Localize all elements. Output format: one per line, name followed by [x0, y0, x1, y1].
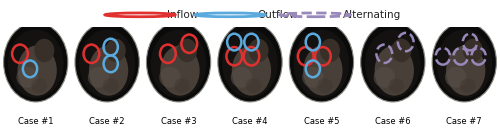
Text: Case #1: Case #1 — [18, 117, 54, 126]
Text: Case #6: Case #6 — [375, 117, 410, 126]
Text: Case #2: Case #2 — [90, 117, 125, 126]
Ellipse shape — [294, 30, 350, 98]
Ellipse shape — [88, 67, 110, 88]
Text: Case #5: Case #5 — [304, 117, 339, 126]
Text: Case #3: Case #3 — [161, 117, 196, 126]
Ellipse shape — [246, 78, 262, 93]
Ellipse shape — [392, 39, 411, 62]
Ellipse shape — [218, 22, 282, 102]
Ellipse shape — [150, 30, 206, 98]
Ellipse shape — [232, 45, 271, 96]
Ellipse shape — [177, 39, 197, 62]
Ellipse shape — [174, 78, 190, 93]
Ellipse shape — [360, 22, 425, 102]
Text: Inflow: Inflow — [168, 10, 199, 20]
Ellipse shape — [436, 30, 492, 98]
Ellipse shape — [446, 45, 486, 96]
Ellipse shape — [18, 45, 57, 96]
Ellipse shape — [222, 30, 278, 98]
Ellipse shape — [8, 30, 64, 98]
Ellipse shape — [388, 78, 404, 93]
Ellipse shape — [248, 39, 268, 62]
Ellipse shape — [80, 30, 135, 98]
Ellipse shape — [290, 22, 354, 102]
Ellipse shape — [320, 39, 340, 62]
Ellipse shape — [365, 30, 420, 98]
Ellipse shape — [374, 45, 414, 96]
Ellipse shape — [160, 67, 180, 88]
Ellipse shape — [317, 78, 333, 93]
Ellipse shape — [34, 39, 54, 62]
Ellipse shape — [445, 67, 466, 88]
Ellipse shape — [303, 45, 343, 96]
Text: Outflow: Outflow — [258, 10, 298, 20]
Ellipse shape — [4, 22, 68, 102]
Text: Case #7: Case #7 — [446, 117, 482, 126]
Text: Alternating: Alternating — [342, 10, 401, 20]
Ellipse shape — [106, 39, 126, 62]
Ellipse shape — [302, 67, 324, 88]
Ellipse shape — [463, 39, 483, 62]
Ellipse shape — [230, 67, 252, 88]
Ellipse shape — [374, 67, 395, 88]
Text: Case #4: Case #4 — [232, 117, 268, 126]
Ellipse shape — [460, 78, 475, 93]
Ellipse shape — [16, 67, 38, 88]
Ellipse shape — [103, 78, 118, 93]
Ellipse shape — [32, 78, 47, 93]
Ellipse shape — [160, 45, 200, 96]
Ellipse shape — [432, 22, 496, 102]
Ellipse shape — [146, 22, 210, 102]
Ellipse shape — [75, 22, 140, 102]
Ellipse shape — [89, 45, 128, 96]
